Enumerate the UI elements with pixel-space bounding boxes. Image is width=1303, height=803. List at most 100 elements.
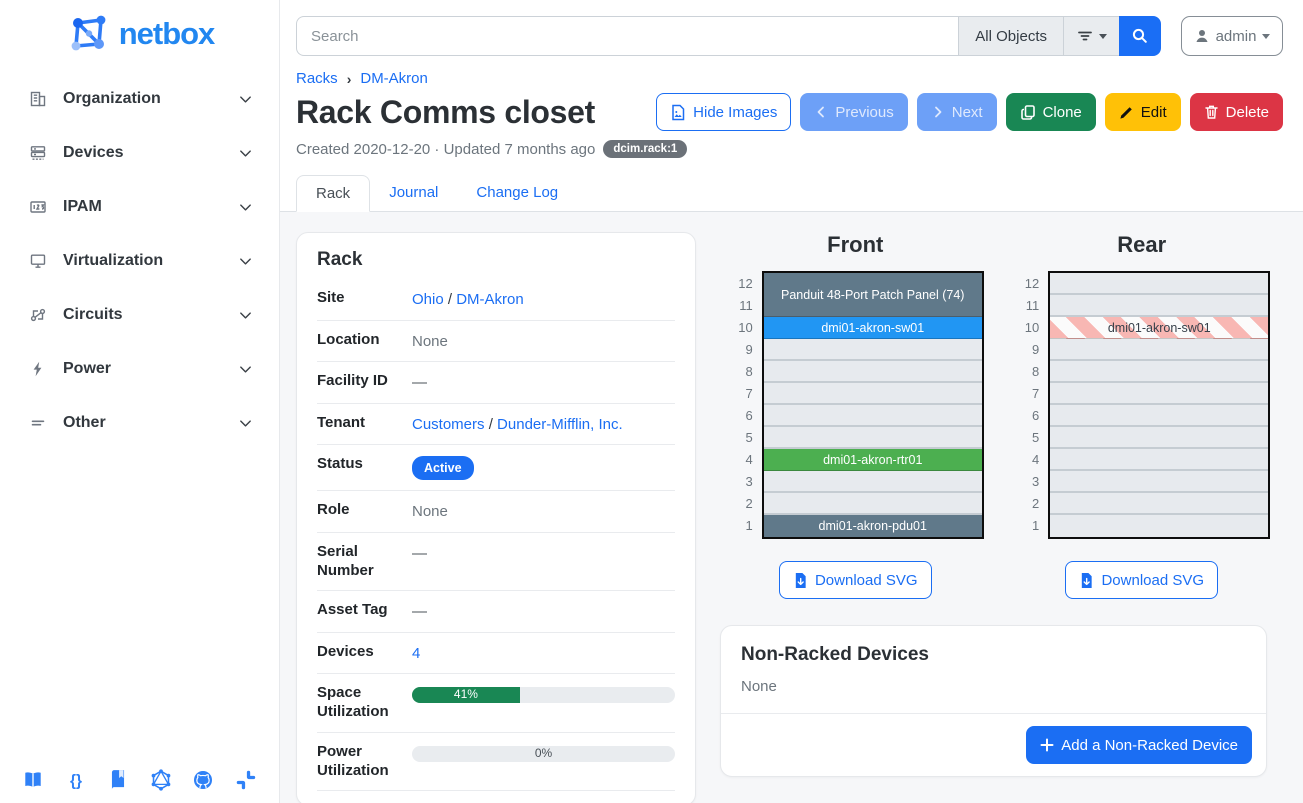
rack-device-rear[interactable]: dmi01-akron-sw01 [1050, 317, 1269, 339]
breadcrumb: Racks › DM-Akron [296, 70, 1283, 87]
search-filter-dropdown[interactable] [1063, 16, 1119, 56]
code-icon[interactable]: {} [65, 769, 87, 791]
slack-icon[interactable] [235, 769, 257, 791]
attribute-link[interactable]: Customers [412, 415, 485, 433]
hide-images-button[interactable]: Hide Images [656, 93, 792, 131]
empty-unit [763, 493, 982, 515]
non-racked-devices-card: Non-Racked Devices None Add a Non-Racked… [720, 625, 1267, 777]
unit-number: 2 [1032, 496, 1040, 511]
rack-attribute-row: Status Active [317, 445, 675, 492]
ipam-icon [28, 197, 48, 217]
rack-device-front[interactable]: dmi01-akron-sw01 [763, 317, 982, 339]
next-button[interactable]: Next [916, 93, 997, 131]
download-svg-button[interactable]: Download SVG [778, 561, 932, 599]
sidebar-item-devices[interactable]: Devices [0, 126, 279, 180]
chevron-down-icon [1262, 33, 1271, 39]
chevron-right-icon [931, 105, 945, 119]
attribute-label: Location [317, 330, 380, 348]
user-name: admin [1215, 27, 1257, 45]
unit-number: 9 [1032, 342, 1040, 357]
rack-device-front[interactable]: Panduit 48-Port Patch Panel (74) [763, 273, 982, 317]
unit-number: 2 [745, 496, 753, 511]
attribute-label: Status [317, 455, 363, 472]
chevron-down-icon [238, 254, 253, 269]
github-icon[interactable] [192, 769, 214, 791]
rack-attribute-row: Serial Number — [317, 533, 675, 592]
unit-number: 3 [1032, 474, 1040, 489]
empty-unit [1050, 471, 1269, 493]
empty-unit [763, 383, 982, 405]
sidebar-item-label: IPAM [63, 198, 102, 215]
chevron-down-icon [238, 200, 253, 215]
chevron-down-icon [238, 308, 253, 323]
unit-number: 10 [1024, 320, 1040, 335]
empty-unit [1050, 339, 1269, 361]
user-menu-button[interactable]: admin [1181, 16, 1283, 56]
empty-unit [763, 405, 982, 427]
attribute-value: — [412, 374, 427, 391]
unit-number: 3 [745, 474, 753, 489]
graphql-icon[interactable] [150, 769, 172, 791]
non-racked-body: None [741, 678, 777, 695]
unit-number: 9 [745, 342, 753, 357]
global-search: All Objects [296, 16, 1161, 56]
page-title: Rack Comms closet [296, 93, 596, 130]
tab-rack[interactable]: Rack [296, 175, 371, 212]
status-badge: Active [412, 456, 474, 481]
rack-device-front[interactable]: dmi01-akron-rtr01 [763, 449, 982, 471]
chevron-down-icon [1099, 33, 1107, 39]
docs-icon[interactable] [22, 769, 44, 791]
attribute-value: — [412, 544, 427, 562]
sidebar: netbox Organization Devices IPAM Virtualiza… [0, 0, 280, 803]
unit-number: 6 [745, 408, 753, 423]
rack-device-front[interactable]: dmi01-akron-pdu01 [763, 515, 982, 537]
sidebar-item-virtualization[interactable]: Virtualization [0, 234, 279, 288]
empty-unit [1050, 361, 1269, 383]
empty-unit [1050, 383, 1269, 405]
delete-button[interactable]: Delete [1189, 93, 1283, 131]
file-download-icon [1079, 572, 1094, 589]
netbox-wordmark: netbox [118, 16, 216, 51]
rack-attribute-row: Space Utilization 41% [317, 674, 675, 733]
add-non-racked-device-button[interactable]: Add a Non-Racked Device [1026, 726, 1252, 764]
sidebar-item-ipam[interactable]: IPAM [0, 180, 279, 234]
empty-unit [763, 339, 982, 361]
tab-journal[interactable]: Journal [389, 184, 439, 201]
chevron-left-icon [814, 105, 828, 119]
empty-unit [1050, 273, 1269, 295]
sidebar-item-other[interactable]: Other [0, 396, 279, 450]
unit-number: 5 [1032, 430, 1040, 445]
sidebar-item-power[interactable]: Power [0, 342, 279, 396]
object-type-selector[interactable]: All Objects [958, 16, 1063, 56]
sidebar-item-organization[interactable]: Organization [0, 72, 279, 126]
non-racked-title: Non-Racked Devices [741, 644, 929, 665]
chevron-down-icon [238, 92, 253, 107]
edit-button[interactable]: Edit [1104, 93, 1181, 131]
page-header: Racks › DM-Akron Rack Comms closet Hide Im… [280, 56, 1303, 212]
rear-rack: dmi01-akron-sw01 [1048, 271, 1271, 539]
sidebar-item-label: Other [63, 414, 106, 431]
netbox-logo[interactable]: netbox [0, 0, 279, 72]
attribute-link[interactable]: DM-Akron [456, 291, 524, 308]
attribute-link[interactable]: Ohio [412, 291, 444, 308]
search-submit-button[interactable] [1119, 16, 1161, 56]
breadcrumb-link[interactable]: DM-Akron [360, 70, 428, 87]
empty-unit [1050, 515, 1269, 537]
download-svg-button[interactable]: Download SVG [1065, 561, 1219, 599]
netbox-logo-icon [65, 10, 113, 58]
unit-number: 1 [1032, 518, 1040, 533]
sidebar-item-circuits[interactable]: Circuits [0, 288, 279, 342]
tab-change-log[interactable]: Change Log [476, 184, 559, 201]
empty-unit [1050, 295, 1269, 317]
clone-button[interactable]: Clone [1005, 93, 1096, 131]
unit-number: 7 [1032, 386, 1040, 401]
api-docs-icon[interactable] [107, 769, 129, 791]
search-input[interactable] [296, 16, 959, 56]
pencil-icon [1119, 105, 1134, 120]
attribute-link[interactable]: 4 [412, 644, 421, 662]
previous-button[interactable]: Previous [800, 93, 908, 131]
chevron-down-icon [238, 146, 253, 161]
attribute-link[interactable]: Dunder-Mifflin, Inc. [497, 415, 623, 433]
unit-number: 10 [738, 320, 753, 335]
breadcrumb-link[interactable]: Racks [296, 70, 338, 87]
